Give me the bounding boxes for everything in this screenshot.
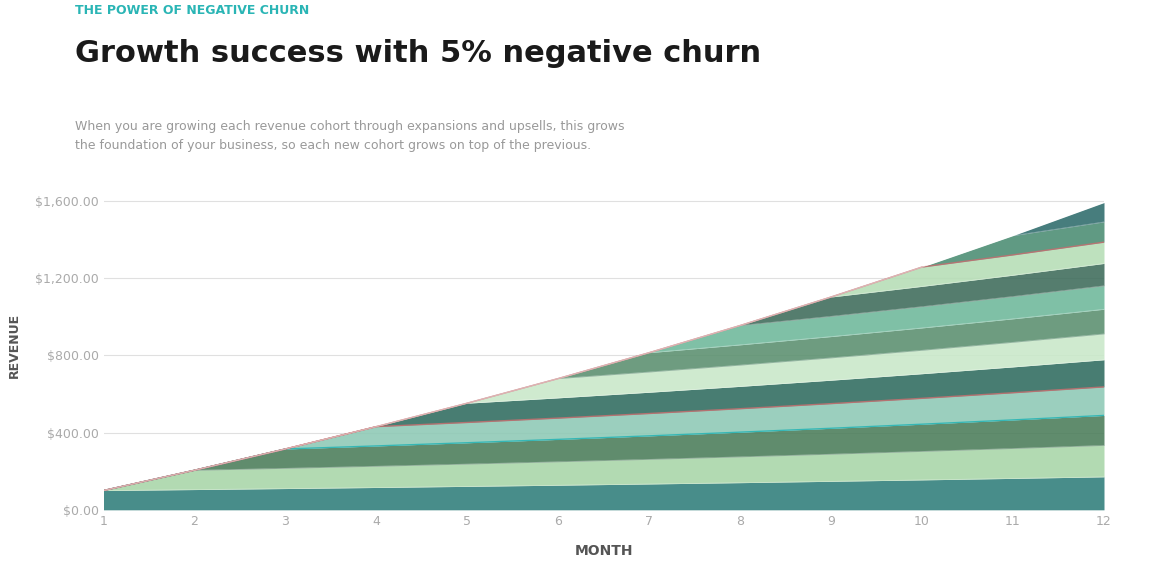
- X-axis label: MONTH: MONTH: [575, 544, 632, 558]
- Y-axis label: REVENUE: REVENUE: [8, 313, 21, 379]
- Text: Growth success with 5% negative churn: Growth success with 5% negative churn: [75, 39, 761, 67]
- Text: When you are growing each revenue cohort through expansions and upsells, this gr: When you are growing each revenue cohort…: [75, 120, 624, 152]
- Text: THE POWER OF NEGATIVE CHURN: THE POWER OF NEGATIVE CHURN: [75, 4, 309, 16]
